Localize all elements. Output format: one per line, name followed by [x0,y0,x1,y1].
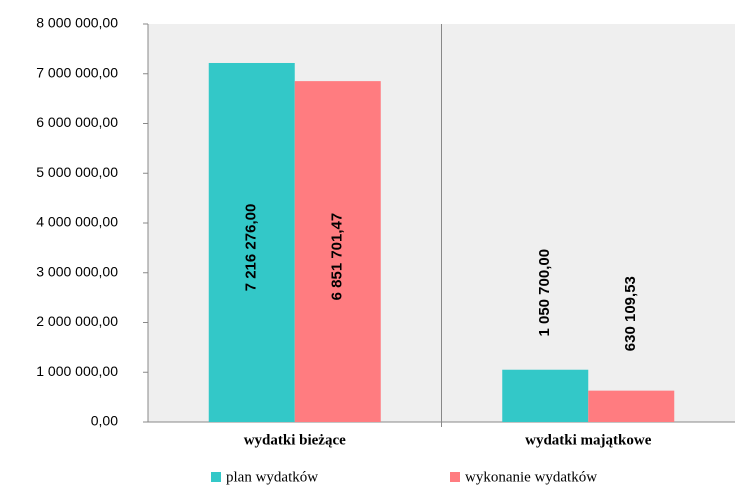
y-tick-label: 3 000 000,00 [36,263,118,279]
legend-swatch [211,472,221,482]
value-label: 7 216 276,00 [243,204,260,292]
y-tick-label: 2 000 000,00 [36,313,118,329]
bar [588,390,675,422]
x-tick-label: wydatki bieżące [244,432,346,448]
value-label: 1 050 700,00 [536,249,553,337]
x-tick-label: wydatki majątkowe [525,432,652,448]
y-tick-label: 6 000 000,00 [36,114,118,130]
y-tick-label: 4 000 000,00 [36,214,118,230]
y-tick-label: 1 000 000,00 [36,363,118,379]
y-tick-label: 7 000 000,00 [36,64,118,80]
legend-label: plan wydatków [226,469,318,485]
bar [502,369,589,422]
legend-label: wykonanie wydatków [465,469,597,485]
bar [208,62,295,423]
y-tick-label: 8 000 000,00 [36,15,118,31]
legend-swatch [450,472,460,482]
value-label: 6 851 701,47 [329,213,346,301]
bar [294,81,381,422]
y-tick-label: 0,00 [91,413,118,429]
value-label: 630 109,53 [622,276,639,351]
y-tick-label: 5 000 000,00 [36,164,118,180]
